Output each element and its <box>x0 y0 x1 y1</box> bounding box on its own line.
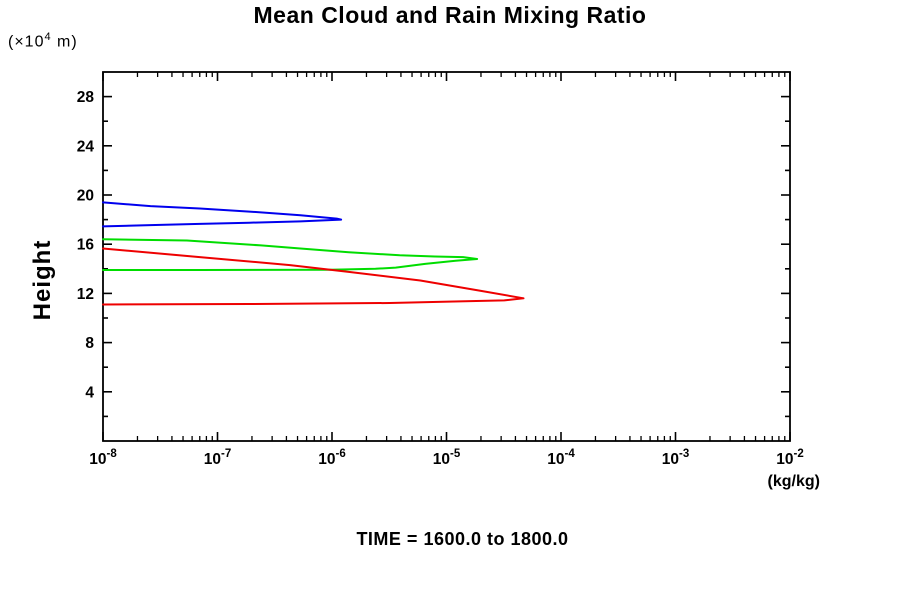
y-tick-label: 4 <box>85 384 94 401</box>
chart-title: Mean Cloud and Rain Mixing Ratio <box>253 2 647 28</box>
y-tick-label: 28 <box>77 89 95 106</box>
x-tick-label: 10-3 <box>662 448 689 468</box>
x-tick-label: 10-5 <box>433 448 461 468</box>
y-axis-unit-label: (×104 m) <box>8 31 78 51</box>
x-tick-label: 10-8 <box>89 448 117 468</box>
series-line-green-curve <box>102 238 479 271</box>
x-tick-label: 10-2 <box>776 448 803 468</box>
x-tick-label: 10-4 <box>547 448 575 468</box>
y-tick-label: 8 <box>85 335 94 352</box>
time-caption: TIME = 1600.0 to 1800.0 <box>356 529 569 549</box>
y-tick-label: 24 <box>77 138 95 155</box>
y-tick-label: 16 <box>77 237 95 254</box>
x-tick-label: 10-7 <box>204 448 231 468</box>
series-line-red-curve <box>102 247 525 306</box>
series-line-blue-curve <box>102 201 343 228</box>
y-tick-label: 20 <box>77 188 94 205</box>
y-tick-label: 12 <box>77 286 94 303</box>
x-tick-label: 10-6 <box>318 448 345 468</box>
x-axis-unit-label: (kg/kg) <box>767 473 820 490</box>
